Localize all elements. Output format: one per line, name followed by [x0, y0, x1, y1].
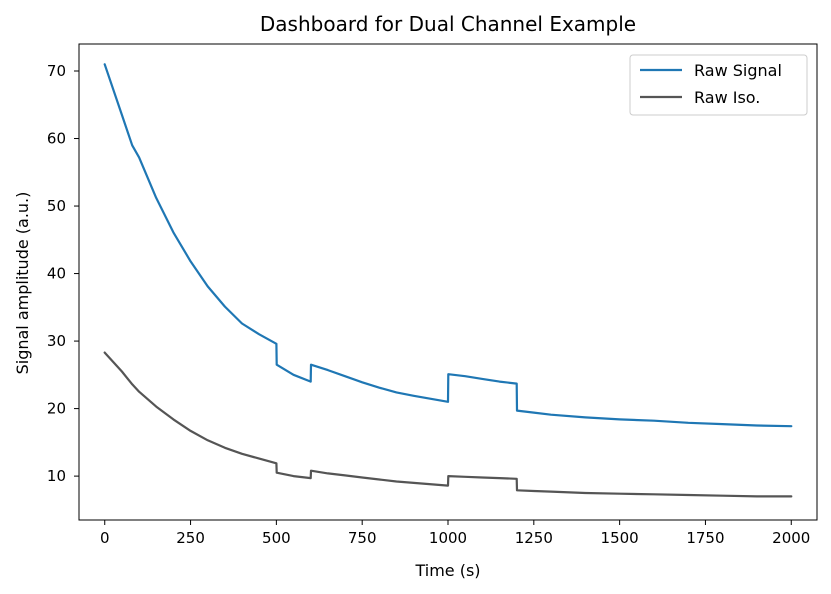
- y-tick-label: 20: [47, 400, 66, 418]
- x-tick-label: 1000: [429, 529, 467, 547]
- series-line-1: [103, 351, 793, 498]
- x-tick-label: 1250: [515, 529, 553, 547]
- x-axis: 0 250 500 750 1000 1250 1500 1750 2000: [100, 520, 810, 547]
- x-tick-label: 500: [262, 529, 291, 547]
- x-axis-label: Time (s): [414, 561, 480, 580]
- y-tick-label: 30: [47, 332, 66, 350]
- y-tick-label: 60: [47, 130, 66, 148]
- x-tick-label: 1500: [601, 529, 639, 547]
- y-axis: 10 20 30 40 50 60 70: [47, 62, 79, 485]
- y-tick-label: 10: [47, 467, 66, 485]
- x-tick-label: 1750: [686, 529, 724, 547]
- legend: Raw Signal Raw Iso.: [629, 54, 808, 116]
- y-tick-label: 40: [47, 265, 66, 283]
- legend-label-1: Raw Iso.: [694, 88, 760, 107]
- series-line-0: [103, 63, 793, 428]
- y-tick-label: 70: [47, 62, 66, 80]
- chart-title: Dashboard for Dual Channel Example: [260, 12, 636, 36]
- legend-label-0: Raw Signal: [694, 61, 782, 80]
- x-tick-label: 2000: [772, 529, 810, 547]
- x-tick-label: 750: [348, 529, 377, 547]
- x-tick-label: 250: [176, 529, 205, 547]
- x-tick-label: 0: [100, 529, 110, 547]
- y-tick-label: 50: [47, 197, 66, 215]
- y-axis-label: Signal amplitude (a.u.): [13, 192, 32, 375]
- plot-series: [103, 63, 793, 498]
